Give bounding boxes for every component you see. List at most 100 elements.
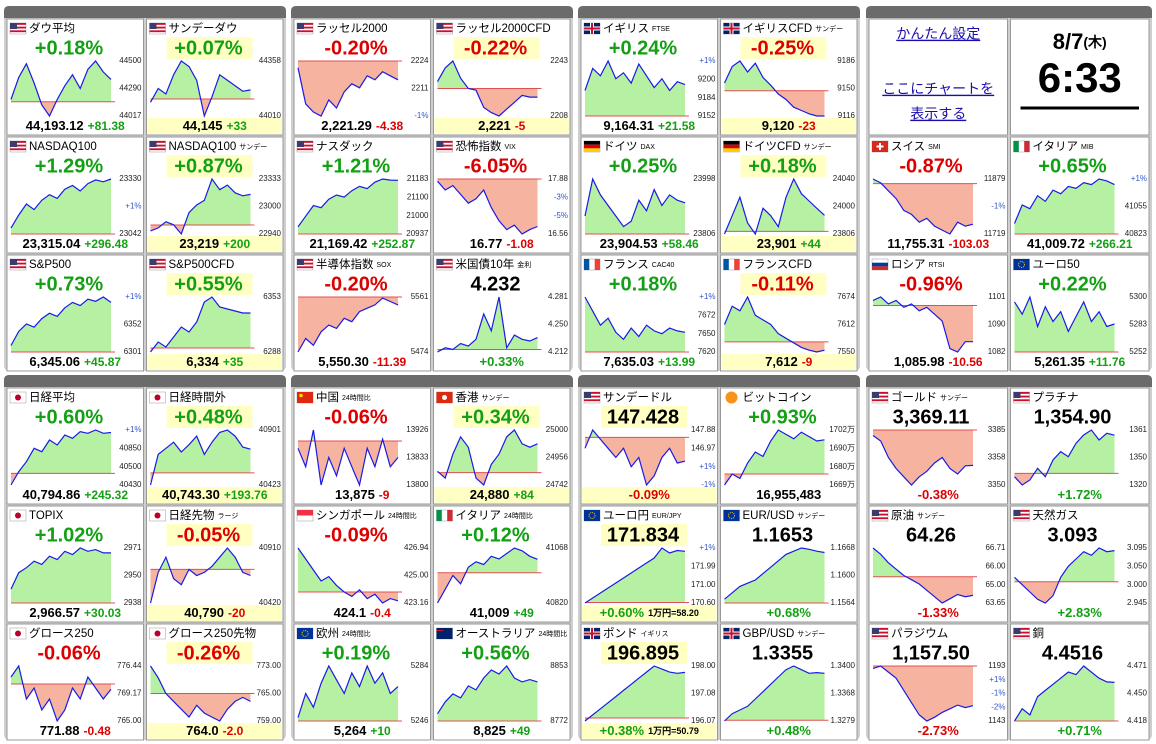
flag-part: [436, 141, 453, 143]
tile-name: ドイツ DAX: [603, 141, 655, 153]
flag-part: [1013, 395, 1030, 398]
flag-part: [297, 148, 313, 151]
panel: 日経平均 +1% 40850 40500 40430 +0.60% 40,794.86 +24…: [4, 375, 286, 741]
price: 21,169.42: [309, 236, 367, 251]
spark-line: [297, 67, 399, 117]
flag-group: [9, 22, 27, 35]
axis-label: 1101: [988, 292, 1006, 301]
axis-label: 4.281: [548, 292, 569, 301]
name: ユーロ50: [1033, 259, 1080, 271]
axis-label: 16.56: [548, 229, 569, 238]
axis-label: 4.450: [1127, 689, 1148, 698]
spark-line: [584, 296, 686, 341]
foot: 40,794.86 +245.32: [22, 487, 128, 502]
spark-line: [297, 178, 399, 228]
tile: サンデードル 147.88 146.97 +1% -1% 147.428 -0.09%: [580, 387, 718, 505]
area-down: [437, 179, 538, 234]
axis-label: 1680万: [829, 462, 855, 471]
area-down: [298, 297, 398, 352]
axis-label: -1%: [414, 111, 428, 120]
area-up: [724, 430, 825, 474]
change: +30.03: [84, 606, 121, 620]
head-value: -0.20%: [324, 37, 388, 59]
price: 24,880: [470, 487, 510, 502]
tile: 中国 24時間比 13926 13833 13800 -0.06% 13,875 -9: [293, 387, 431, 505]
chart-link[interactable]: ここにチャートを: [882, 81, 994, 97]
flag-group: [436, 627, 453, 640]
axis-label: 41068: [546, 543, 569, 552]
price: 7,635.03: [603, 354, 654, 369]
flag-part: [872, 392, 888, 394]
sub-label: 24時間比: [342, 629, 371, 638]
tile: 銅 4.471 4.450 4.418 4.4516 +0.71%: [1010, 623, 1150, 741]
area-down: [298, 61, 398, 116]
flag-part: [584, 395, 600, 398]
axis-label: 4.418: [1127, 716, 1148, 725]
flag-group: [1013, 391, 1030, 404]
flag-part: [436, 23, 444, 29]
flag-part: [297, 30, 313, 33]
name: スイス: [891, 141, 925, 153]
area-up: [585, 61, 685, 116]
price: 40,743.30: [162, 487, 220, 502]
axis-label: +1%: [1131, 174, 1147, 183]
price: 5,550.30: [318, 354, 369, 369]
foot-highlight: [721, 236, 856, 252]
sub-label: 24時間比: [388, 511, 417, 520]
head-value: -0.26%: [177, 642, 241, 664]
name: 天然ガス: [1033, 508, 1079, 522]
price: 2,966.57: [29, 605, 80, 620]
foot: 2,966.57 +30.03: [29, 605, 121, 620]
sub-label: 24時間比: [504, 511, 533, 520]
price: +0.71%: [1058, 723, 1103, 738]
name: フランスCFD: [743, 259, 812, 271]
flag-part: [584, 148, 600, 152]
axis-label: -1%: [991, 689, 1005, 698]
name: イタリア: [456, 509, 502, 522]
axis-label: +1%: [699, 462, 715, 471]
chart-link[interactable]: 表示する: [910, 106, 966, 122]
axis-label: 9150: [837, 84, 855, 93]
axis-label: 23806: [833, 229, 856, 238]
axis-label: 23333: [259, 174, 282, 183]
change: +200: [223, 237, 250, 251]
axis-label: 1.1668: [831, 543, 856, 552]
area-down: [873, 430, 973, 485]
price: +1.72%: [1058, 487, 1103, 502]
flag-part: [436, 259, 453, 261]
head-value: -0.96%: [899, 273, 963, 295]
head-value: +0.55%: [174, 273, 243, 295]
price: 9,164.31: [603, 118, 654, 133]
price: +0.48%: [767, 723, 812, 738]
price: -0.09%: [629, 487, 671, 502]
tile-name: ユーロ50: [1033, 259, 1080, 271]
area-up: [11, 548, 111, 603]
flag-group: [723, 258, 740, 271]
flag-part: [584, 632, 600, 635]
area-up: [873, 297, 973, 306]
change: -11.39: [373, 355, 407, 369]
area-up: [1014, 548, 1115, 582]
tile: ゴールド サンデー 3385 3358 3350 3,369.11 -0.38%: [868, 387, 1008, 505]
name: イタリア: [1033, 140, 1079, 153]
flag-part: [297, 266, 313, 269]
sub-label: ラージ: [218, 512, 239, 520]
settings-link[interactable]: かんたん設定: [896, 26, 980, 42]
head-value: -0.09%: [324, 524, 388, 546]
tile: パラジウム 1193 +1% -1% -2% 1143 1,157.50 -2.73%: [868, 623, 1008, 741]
flag-part: [149, 141, 166, 143]
tile: 香港 サンデー 25000 24956 24742 +0.34% 24,880 +84: [433, 387, 571, 505]
price: 5,261.35: [1034, 354, 1085, 369]
axis-label: 9186: [837, 56, 855, 65]
area-up: [585, 179, 685, 234]
foot: 40,790 -20: [184, 605, 245, 620]
axis-label: 66.71: [985, 543, 1006, 552]
tile-name: サンデードル: [603, 390, 672, 404]
flag-group: [296, 140, 314, 153]
area-down: [901, 305, 973, 352]
flag-part: [10, 141, 26, 143]
flag-group: [296, 627, 314, 640]
tile-name: NASDAQ100: [29, 141, 97, 153]
change: +296.48: [84, 237, 128, 251]
price: 16,955,483: [756, 487, 821, 502]
